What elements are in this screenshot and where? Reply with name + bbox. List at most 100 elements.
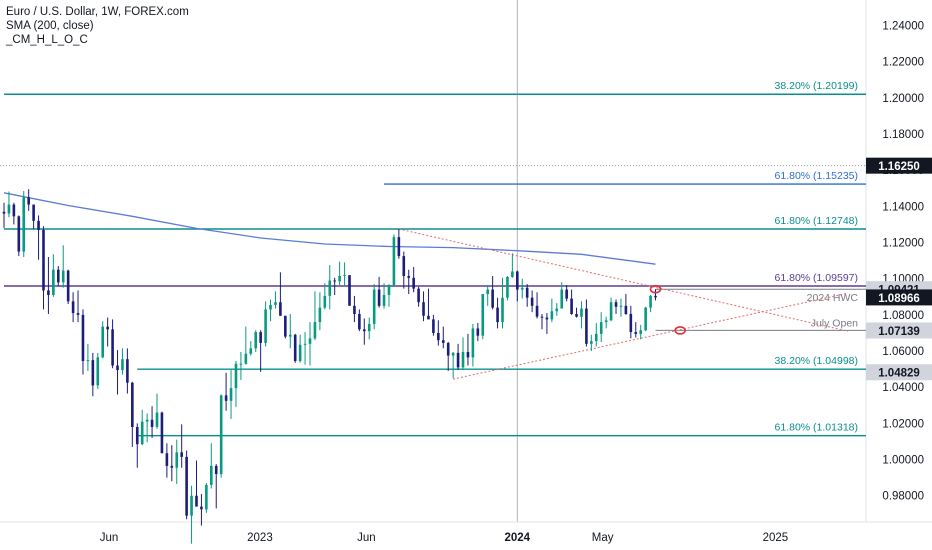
candle-body bbox=[209, 465, 213, 485]
time-tick-label: Jun bbox=[357, 532, 376, 544]
candle-body bbox=[412, 277, 415, 289]
candle-body bbox=[180, 452, 183, 457]
fib-level-label: 61.80% (1.09597) bbox=[775, 272, 858, 284]
candle-body bbox=[259, 332, 262, 343]
fib-level-label: 61.80% (1.12748) bbox=[775, 215, 858, 227]
candle-body bbox=[91, 360, 95, 386]
candle-body bbox=[387, 285, 391, 295]
candle-body bbox=[446, 342, 450, 356]
time-tick-label: 2025 bbox=[763, 532, 789, 544]
candle-body bbox=[175, 452, 179, 468]
candle-body bbox=[649, 295, 652, 308]
candle-body bbox=[140, 421, 144, 445]
fib-level-label: 38.20% (1.20199) bbox=[775, 80, 858, 92]
price-axis[interactable]: 0.98000 1.00000 1.02000 1.04000 1.06000 1.080… bbox=[882, 21, 924, 503]
time-tick-label: 2023 bbox=[247, 532, 273, 544]
candle-body bbox=[224, 395, 228, 401]
trendline-layer bbox=[398, 228, 849, 380]
highlight-circle bbox=[649, 284, 662, 294]
candle-body bbox=[624, 305, 628, 314]
candle-body bbox=[32, 204, 35, 221]
candle-body bbox=[343, 275, 346, 277]
candle-body bbox=[269, 304, 272, 310]
candle-body bbox=[545, 317, 549, 320]
candle-body bbox=[550, 311, 554, 320]
candle-body bbox=[619, 305, 623, 307]
candle-body bbox=[244, 353, 248, 364]
candle-body bbox=[535, 305, 539, 317]
candle-body bbox=[511, 271, 514, 277]
candle-body bbox=[200, 506, 203, 510]
candle-body bbox=[42, 229, 45, 291]
candle-body bbox=[185, 456, 188, 516]
candle-body bbox=[599, 322, 603, 334]
time-axis[interactable]: Jun 2023 Jun 2024 May 2025 bbox=[100, 532, 788, 544]
candle-body bbox=[353, 305, 356, 314]
candle-body bbox=[540, 316, 544, 318]
candle-body bbox=[27, 197, 30, 205]
candle-body bbox=[328, 280, 332, 296]
candle-body bbox=[417, 288, 420, 303]
candle-body bbox=[7, 204, 11, 214]
candle-body bbox=[12, 204, 16, 217]
candle-body bbox=[17, 216, 21, 252]
time-tick-label: 2024 bbox=[505, 532, 531, 544]
candle-body bbox=[86, 360, 90, 362]
candle-body bbox=[590, 341, 593, 344]
candle-body bbox=[609, 302, 613, 321]
candle-body bbox=[145, 419, 149, 422]
candle-body bbox=[407, 275, 411, 278]
price-tag-label: 1.08966 bbox=[878, 293, 920, 305]
candle-body bbox=[96, 357, 100, 386]
chart-symbol-title: Euro / U.S. Dollar, 1W, FOREX.com bbox=[6, 6, 189, 18]
trendline bbox=[398, 228, 849, 332]
candle-body bbox=[195, 495, 198, 507]
candle-body bbox=[308, 338, 312, 344]
candle-body bbox=[76, 313, 80, 315]
candle-body bbox=[37, 220, 40, 230]
candle-body bbox=[165, 453, 169, 466]
candle-body bbox=[47, 290, 50, 295]
price-tick-label: 1.06000 bbox=[882, 346, 924, 358]
fib-level-label: 61.80% (1.15235) bbox=[775, 170, 858, 182]
candle-body bbox=[580, 308, 583, 317]
candle-body bbox=[274, 302, 277, 305]
time-tick-label: May bbox=[592, 532, 614, 544]
candle-body bbox=[249, 348, 253, 354]
candle-body bbox=[150, 419, 154, 428]
candle-body bbox=[565, 289, 568, 299]
candle-body bbox=[298, 344, 302, 361]
candle-body bbox=[288, 334, 292, 337]
candle-body bbox=[333, 280, 336, 282]
annotation-label: July Open bbox=[811, 317, 858, 329]
price-tag-box bbox=[866, 364, 932, 381]
sma-200-line bbox=[3, 192, 656, 265]
price-tick-label: 1.20000 bbox=[882, 93, 924, 105]
candle-body bbox=[106, 326, 109, 330]
candle-body bbox=[121, 359, 124, 371]
candle-body bbox=[348, 275, 351, 306]
candle-body bbox=[318, 307, 322, 323]
candle-body bbox=[229, 388, 233, 401]
candle-body bbox=[496, 307, 499, 323]
candle-body bbox=[284, 315, 287, 337]
price-tag-box bbox=[866, 289, 932, 306]
candle-body bbox=[466, 351, 470, 358]
candle-body bbox=[530, 297, 534, 306]
candle-body bbox=[81, 314, 85, 361]
candle-body bbox=[131, 382, 134, 428]
candle-body bbox=[313, 322, 317, 339]
candle-body bbox=[560, 289, 564, 309]
candle-body bbox=[639, 330, 643, 334]
price-tick-label: 0.98000 bbox=[882, 491, 924, 503]
cm-hloc-indicator-label: _CM_H_L_O_C bbox=[6, 34, 88, 46]
candle-body bbox=[372, 289, 376, 324]
candle-body bbox=[254, 332, 258, 349]
candle-body bbox=[486, 289, 489, 295]
price-tick-label: 1.04000 bbox=[882, 382, 924, 394]
price-tag-box bbox=[866, 157, 932, 174]
price-tick-label: 1.18000 bbox=[882, 129, 924, 141]
candle-body bbox=[382, 294, 386, 306]
